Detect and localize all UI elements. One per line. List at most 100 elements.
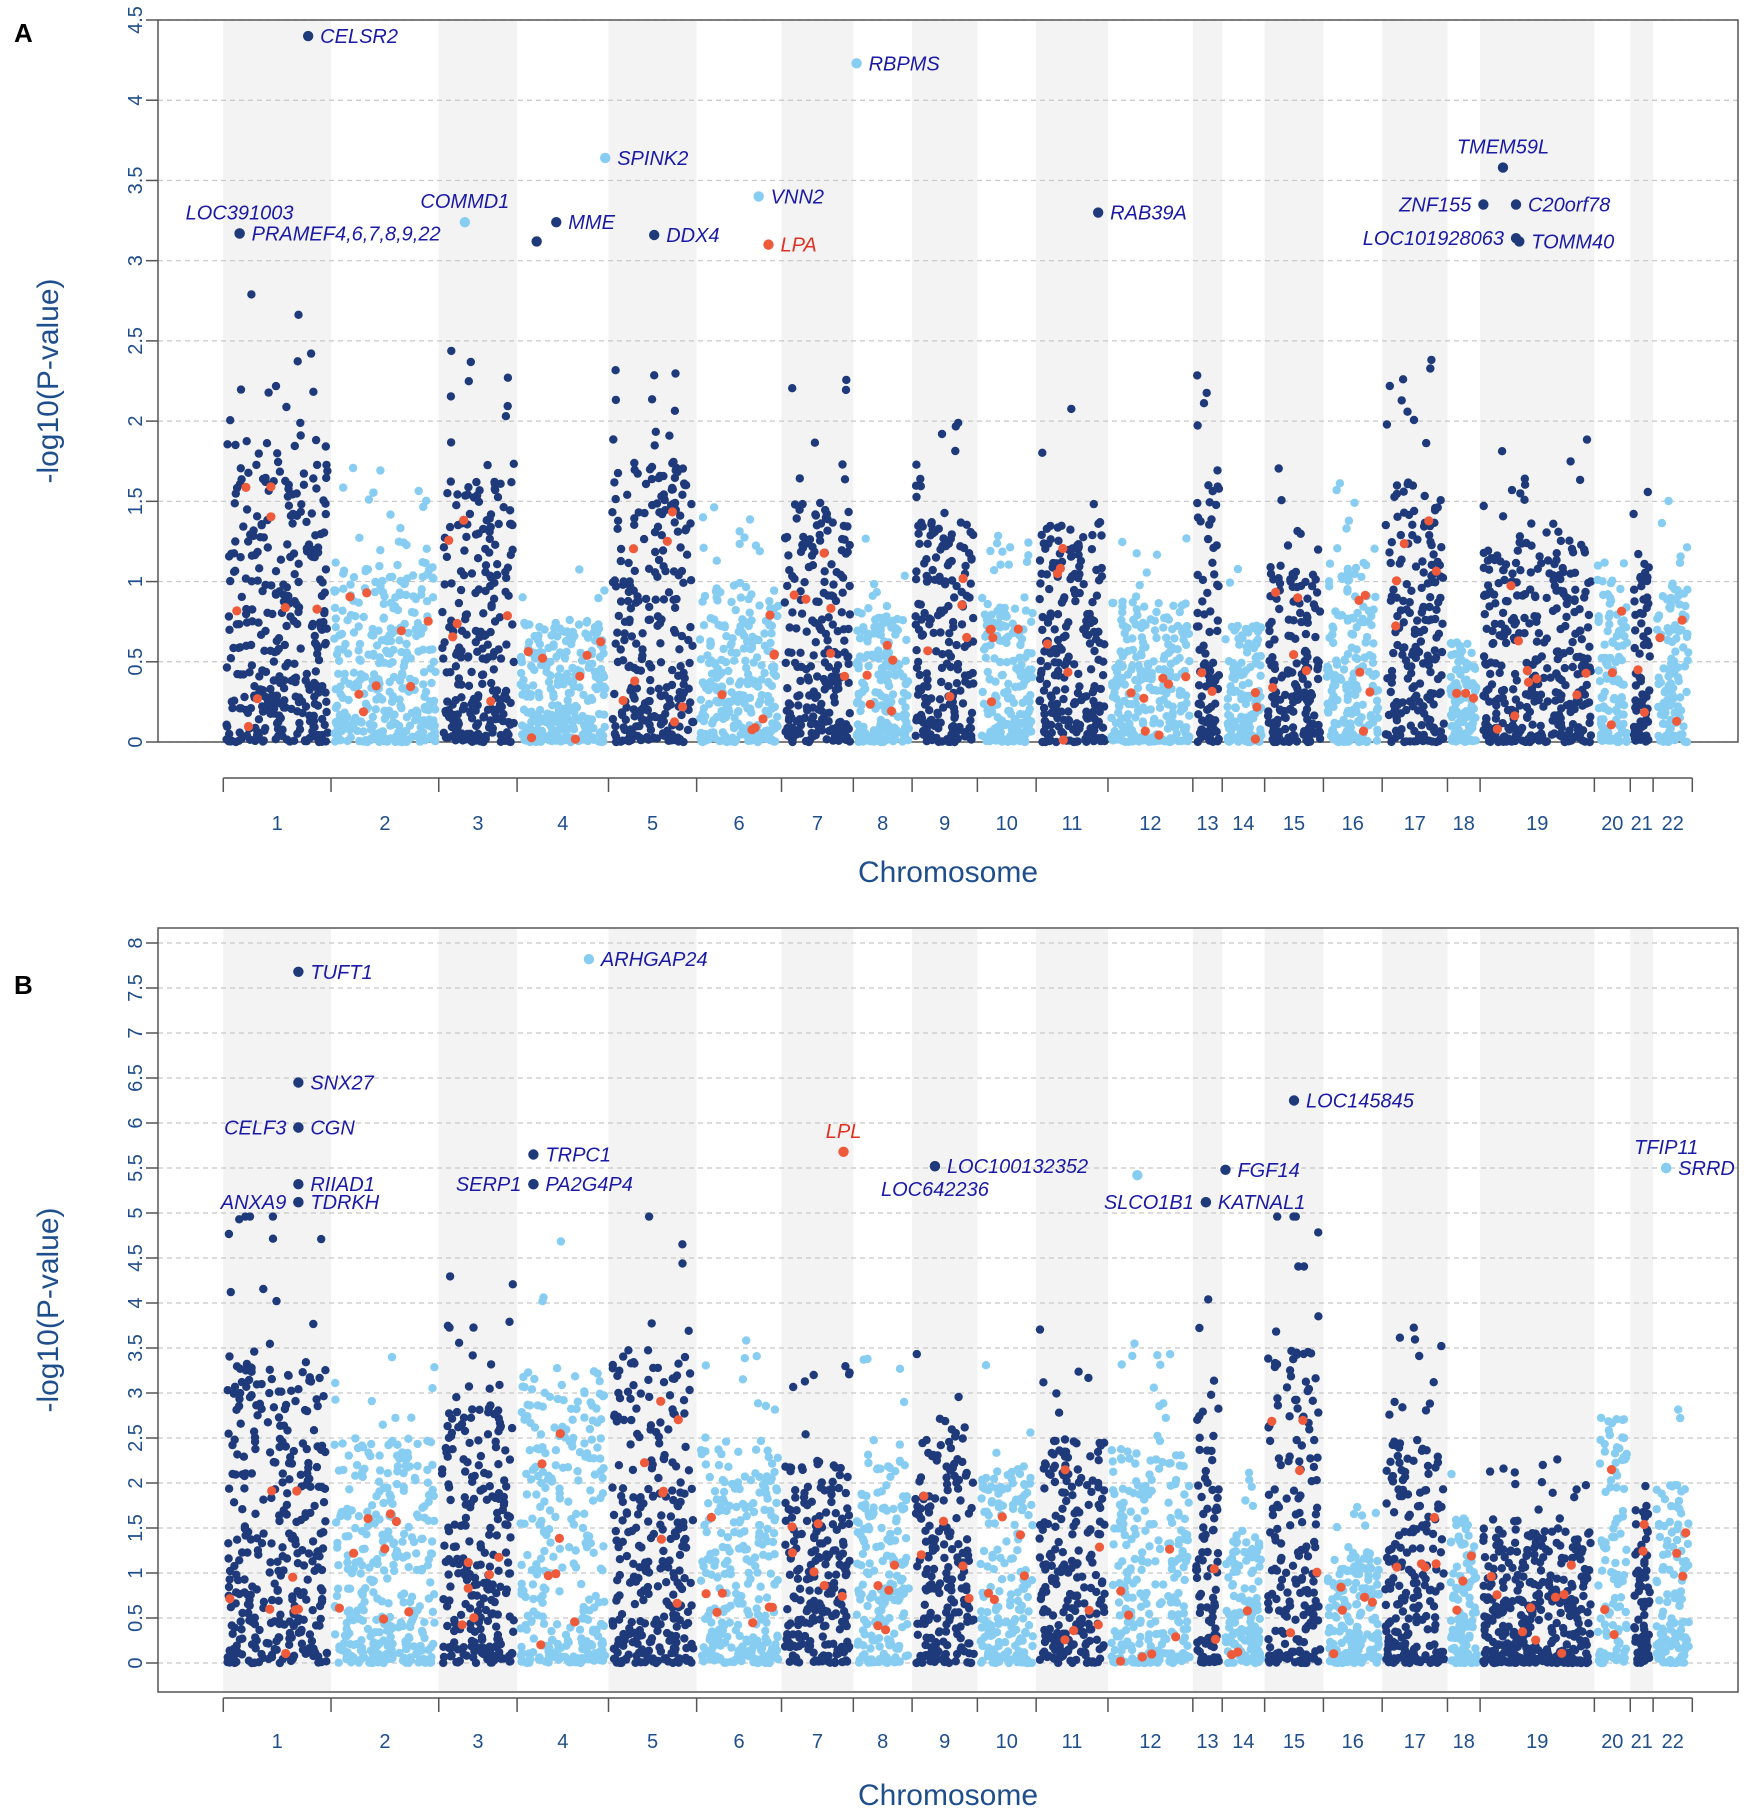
snp-point xyxy=(802,627,811,636)
snp-point xyxy=(1241,699,1251,709)
snp-point xyxy=(1327,686,1336,695)
snp-point xyxy=(1067,404,1076,414)
snp-point xyxy=(833,650,842,659)
snp-point xyxy=(626,735,635,744)
snp-point xyxy=(535,692,544,702)
snp-point xyxy=(785,566,794,575)
snp-point xyxy=(1062,656,1072,665)
highlighted-snp-point xyxy=(1355,667,1365,677)
y-tick-label: 1 xyxy=(125,576,147,587)
snp-point xyxy=(1664,496,1673,506)
snp-point xyxy=(243,708,253,718)
snp-point xyxy=(1181,729,1190,738)
snp-point xyxy=(474,529,483,538)
snp-point xyxy=(306,349,316,358)
snp-point xyxy=(1497,447,1507,456)
snp-point xyxy=(1159,665,1169,674)
highlighted-snp-point xyxy=(1301,666,1311,676)
snp-point xyxy=(467,569,477,578)
snp-point xyxy=(869,579,879,589)
highlighted-snp-point xyxy=(1058,543,1068,554)
snp-point xyxy=(1339,665,1349,674)
snp-point xyxy=(292,489,301,498)
snp-point xyxy=(1434,629,1444,638)
gene-label: LPA xyxy=(780,235,816,257)
snp-point xyxy=(278,1552,287,1561)
snp-point xyxy=(783,723,792,733)
snp-point xyxy=(1629,509,1638,519)
snp-point xyxy=(655,508,664,517)
snp-point xyxy=(845,540,854,550)
snp-point xyxy=(252,512,262,521)
highlighted-snp-point xyxy=(1252,702,1262,712)
snp-point xyxy=(320,588,329,597)
snp-point xyxy=(485,527,494,536)
snp-point xyxy=(509,657,518,667)
snp-point xyxy=(810,438,820,447)
snp-point xyxy=(1046,609,1055,618)
snp-point xyxy=(1616,584,1625,594)
snp-point xyxy=(1179,635,1188,644)
x-axis-title: Chromosome xyxy=(858,856,1038,889)
snp-point xyxy=(296,644,305,653)
snp-point xyxy=(943,561,953,570)
snp-point xyxy=(1412,737,1421,746)
snp-point xyxy=(1074,544,1083,553)
x-tick-label: 4 xyxy=(557,813,568,835)
snp-point xyxy=(1193,371,1202,380)
snp-point xyxy=(903,691,912,700)
snp-point xyxy=(664,588,674,597)
snp-point xyxy=(1128,634,1137,643)
snp-point xyxy=(293,1617,302,1626)
snp-point xyxy=(334,656,344,665)
snp-point xyxy=(464,377,473,386)
snp-point xyxy=(414,715,423,724)
snp-point xyxy=(698,597,707,606)
snp-point xyxy=(1038,612,1047,622)
snp-point xyxy=(1225,578,1235,587)
snp-point xyxy=(689,717,698,727)
snp-point xyxy=(613,657,623,667)
snp-point xyxy=(1656,678,1666,687)
snp-point xyxy=(281,1442,290,1451)
snp-point xyxy=(838,588,847,597)
snp-point xyxy=(1645,686,1654,695)
snp-point xyxy=(727,597,736,607)
snp-point xyxy=(333,724,342,733)
snp-point xyxy=(320,607,329,616)
snp-point xyxy=(1664,665,1674,674)
snp-point xyxy=(744,621,753,631)
snp-point xyxy=(1410,682,1419,691)
snp-point xyxy=(956,686,965,695)
snp-point xyxy=(354,622,363,631)
snp-point xyxy=(1390,492,1399,502)
highlighted-snp-point xyxy=(1606,720,1616,730)
snp-point xyxy=(1561,621,1570,631)
snp-point xyxy=(485,534,494,544)
snp-point xyxy=(276,555,286,564)
snp-point xyxy=(1654,612,1664,621)
snp-point xyxy=(379,599,388,609)
snp-point xyxy=(1396,606,1406,615)
snp-point xyxy=(666,736,675,745)
snp-point xyxy=(1386,558,1395,568)
snp-point xyxy=(1155,703,1165,712)
snp-point xyxy=(1398,375,1408,384)
snp-point xyxy=(1308,570,1318,579)
highlighted-snp-point xyxy=(819,548,829,558)
snp-point xyxy=(1516,566,1525,575)
snp-point xyxy=(624,558,633,568)
snp-point xyxy=(312,1462,322,1472)
snp-point xyxy=(731,605,740,615)
snp-point xyxy=(619,723,628,732)
snp-point xyxy=(486,571,495,580)
snp-point xyxy=(1556,574,1565,584)
x-tick-label: 5 xyxy=(647,813,658,835)
snp-point xyxy=(582,618,591,627)
snp-point xyxy=(224,1539,233,1548)
snp-point xyxy=(595,652,605,662)
snp-point xyxy=(468,737,477,746)
snp-point xyxy=(363,737,372,747)
snp-point xyxy=(769,586,779,595)
snp-point xyxy=(310,723,319,732)
